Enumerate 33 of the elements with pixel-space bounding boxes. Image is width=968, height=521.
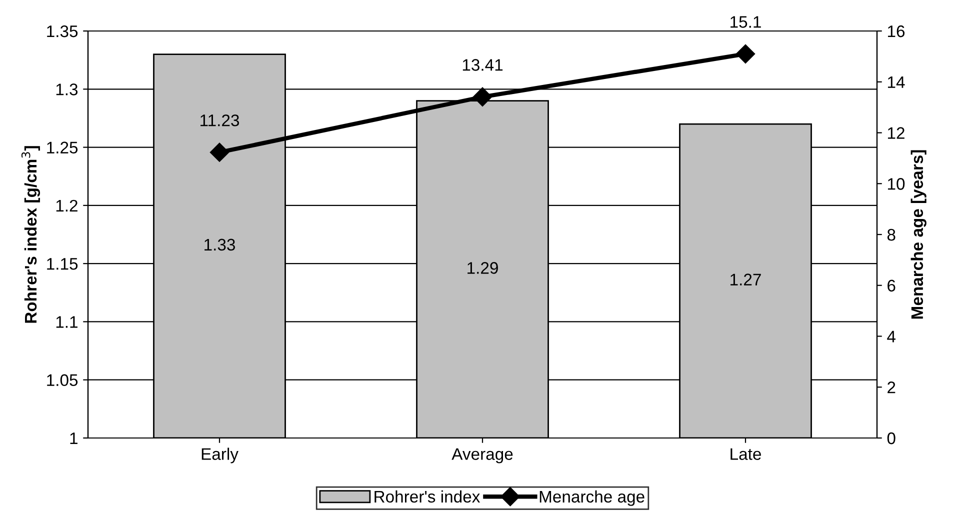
y-tick-label: 1.25 bbox=[47, 142, 78, 154]
y2-tick-label: 0 bbox=[887, 432, 896, 444]
y-tick-label: 1.15 bbox=[47, 258, 78, 270]
x-tick-label: Average bbox=[452, 448, 513, 464]
y-tick-label: 1.3 bbox=[56, 84, 78, 96]
y-tick-label: 1.2 bbox=[56, 200, 78, 212]
y2-tick-label: 8 bbox=[887, 228, 896, 241]
point bbox=[736, 44, 756, 64]
y2-tick-label: 2 bbox=[888, 382, 896, 394]
data-label: 1.29 bbox=[468, 262, 498, 274]
y2-tick-label: 12 bbox=[888, 127, 904, 139]
x-tick-label: Late bbox=[730, 448, 761, 460]
y-axis-title: Rohrer's index [g/cm$^{3}$] bbox=[21, 146, 40, 323]
data-label: 11.23 bbox=[200, 114, 240, 126]
data-label: 1.27 bbox=[730, 274, 761, 286]
point bbox=[210, 142, 230, 162]
y2-tick-label: 10 bbox=[888, 178, 905, 190]
y2-tick-label: 14 bbox=[888, 76, 905, 88]
y2-axis-title: Menarche age [years] bbox=[910, 150, 926, 319]
y2-tick-label: 6 bbox=[888, 280, 896, 292]
y-tick-label: 1.05 bbox=[47, 374, 78, 386]
y2-tick-label: 4 bbox=[887, 330, 896, 342]
point bbox=[472, 87, 492, 106]
data-label: 1.33 bbox=[204, 238, 235, 251]
y-tick-label: 1.35 bbox=[47, 25, 78, 38]
legend-label: Rohrer's index bbox=[374, 490, 480, 503]
data-label: 13.41 bbox=[462, 59, 503, 71]
y2-tick-label: 16 bbox=[888, 25, 905, 38]
data-label: 15.1 bbox=[730, 16, 761, 28]
y-tick-label: 1 bbox=[70, 432, 78, 444]
x-tick-label: Early bbox=[202, 448, 238, 464]
legend-label: Menarche age bbox=[540, 490, 644, 506]
y-tick-label: 1.1 bbox=[56, 316, 78, 328]
